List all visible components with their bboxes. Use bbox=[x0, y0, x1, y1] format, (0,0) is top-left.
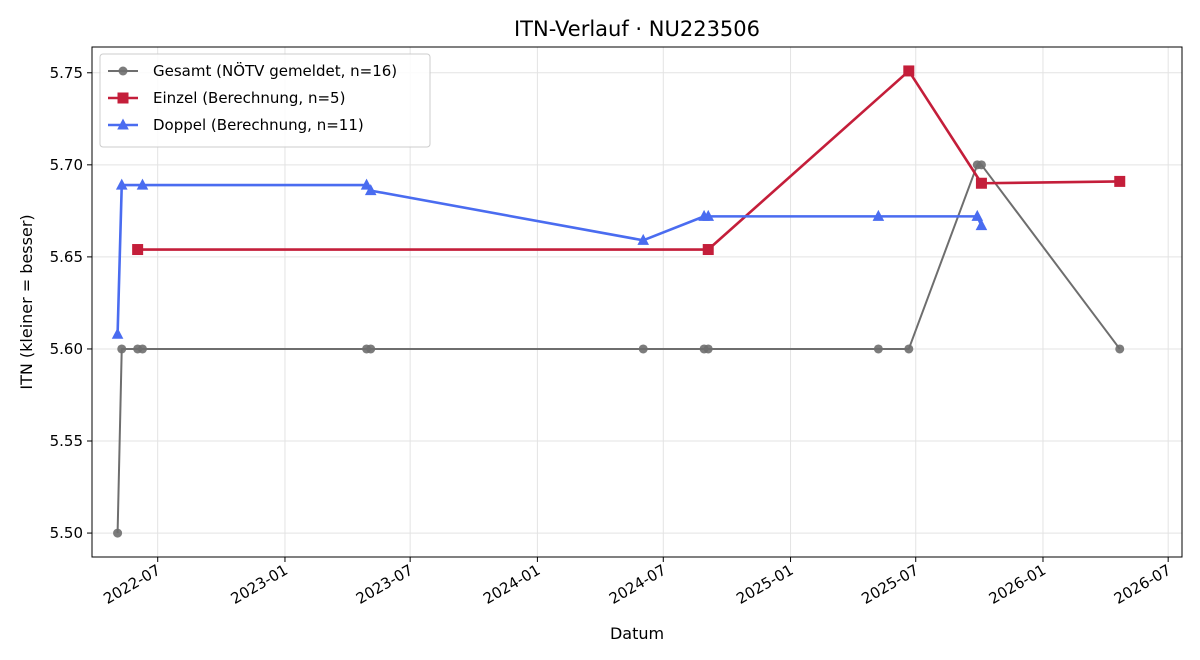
data-point bbox=[703, 344, 713, 354]
legend-swatch-marker bbox=[117, 118, 129, 130]
data-point bbox=[702, 209, 715, 221]
data-point bbox=[873, 344, 883, 354]
data-point bbox=[111, 327, 124, 339]
data-point bbox=[364, 184, 377, 196]
data-point bbox=[137, 344, 147, 354]
data-point bbox=[976, 160, 986, 170]
data-point bbox=[136, 178, 149, 190]
legend-swatch-marker bbox=[117, 92, 129, 104]
data-point bbox=[903, 65, 915, 77]
data-point bbox=[637, 233, 650, 245]
legend-item: Doppel (Berechnung, n=11) bbox=[108, 116, 364, 134]
legend-label: Einzel (Berechnung, n=5) bbox=[153, 89, 345, 107]
plot-area-frame bbox=[91, 46, 1183, 558]
y-axis: 5.50 5.55 5.60 5.65 5.70 5.75 bbox=[50, 64, 92, 542]
data-point bbox=[115, 178, 128, 190]
x-axis-title: Datum bbox=[610, 624, 664, 643]
series-layer bbox=[111, 65, 1126, 538]
series-2 bbox=[132, 65, 1126, 256]
data-point bbox=[872, 209, 885, 221]
data-point bbox=[1114, 175, 1126, 187]
data-point bbox=[1115, 344, 1125, 354]
data-point bbox=[904, 344, 914, 354]
data-point bbox=[113, 528, 123, 538]
data-point bbox=[702, 244, 714, 256]
legend-item: Gesamt (NÖTV gemeldet, n=16) bbox=[108, 61, 397, 80]
legend-item: Einzel (Berechnung, n=5) bbox=[108, 89, 345, 107]
legend-label: Gesamt (NÖTV gemeldet, n=16) bbox=[153, 61, 397, 80]
data-point bbox=[975, 177, 987, 189]
y-tick-label: 5.50 bbox=[50, 524, 83, 542]
data-point bbox=[971, 209, 984, 221]
legend-label: Doppel (Berechnung, n=11) bbox=[153, 116, 364, 134]
series-1 bbox=[113, 160, 1125, 538]
y-tick-label: 5.75 bbox=[50, 64, 83, 82]
legend: Gesamt (NÖTV gemeldet, n=16) Einzel (Bere… bbox=[99, 53, 431, 148]
y-tick-label: 5.55 bbox=[50, 432, 83, 450]
data-point bbox=[975, 219, 988, 231]
y-tick-label: 5.65 bbox=[50, 248, 83, 266]
series-3 bbox=[111, 178, 988, 339]
chart-title: ITN-Verlauf · NU223506 bbox=[514, 17, 760, 41]
data-point bbox=[366, 344, 376, 354]
y-tick-label: 5.60 bbox=[50, 340, 83, 358]
data-point bbox=[117, 344, 127, 354]
y-axis-title: ITN (kleiner = besser) bbox=[17, 214, 36, 389]
legend-box bbox=[99, 53, 431, 148]
data-point bbox=[132, 244, 144, 256]
data-point bbox=[638, 344, 648, 354]
y-tick-label: 5.70 bbox=[50, 156, 83, 174]
legend-swatch-marker bbox=[118, 66, 128, 76]
